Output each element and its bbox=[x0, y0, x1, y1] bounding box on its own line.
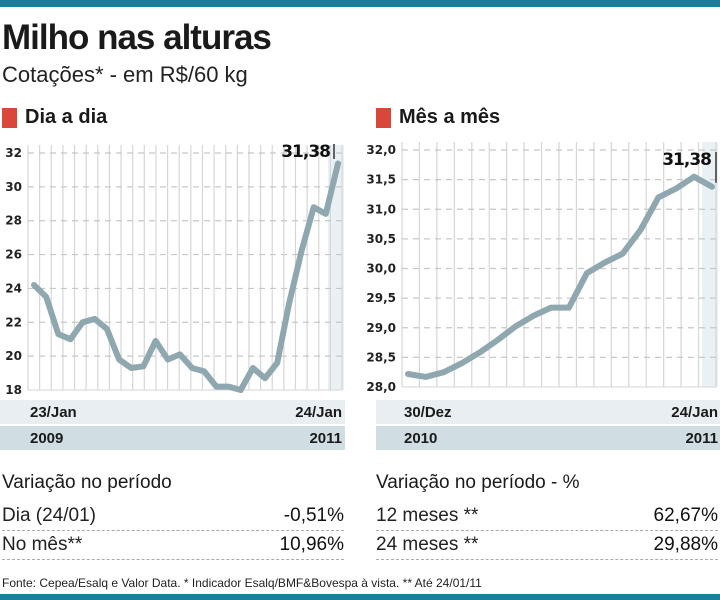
section-header-monthly: Mês a mês bbox=[376, 106, 500, 129]
page-subtitle: Cotações* - em R$/60 kg bbox=[2, 62, 248, 87]
section-marker-icon bbox=[376, 107, 391, 128]
variation-title-right: Variação no período - % bbox=[376, 472, 580, 493]
source-note: Fonte: Cepea/Esalq e Valor Data. * Indic… bbox=[2, 576, 482, 590]
variation-label: 12 meses ** bbox=[376, 505, 479, 526]
section-title-daily: Dia a dia bbox=[25, 106, 108, 128]
x-start-label-monthly: 30/Dez bbox=[404, 404, 452, 421]
y-tick-label: 18 bbox=[5, 383, 22, 397]
bottom-accent-bar bbox=[0, 594, 720, 600]
charts-canvas: 32 30 28 26 24 22 20 18 31,38 32,0 31,5 31,0 30,5 30… bbox=[5, 142, 718, 397]
page-title: Milho nas alturas bbox=[2, 18, 272, 57]
variation-row: 12 meses ** 62,67% bbox=[376, 502, 718, 531]
variation-value: 29,88% bbox=[653, 534, 718, 555]
variation-value: -0,51% bbox=[283, 505, 344, 526]
x-end-label-monthly: 24/Jan bbox=[671, 404, 718, 421]
y-tick-label: 29,5 bbox=[366, 291, 396, 305]
variation-title-left: Variação no período bbox=[2, 472, 172, 493]
y-tick-label: 30 bbox=[5, 180, 22, 194]
y-tick-label: 31,5 bbox=[366, 173, 396, 187]
variation-label: Dia (24/01) bbox=[2, 505, 96, 526]
y-tick-label: 26 bbox=[5, 248, 22, 262]
series-line bbox=[405, 173, 715, 380]
variation-row: No mês** 10,96% bbox=[2, 531, 344, 560]
y-tick-label: 29,0 bbox=[366, 321, 396, 335]
x-axis-band-daily: 23/Jan 24/Jan bbox=[0, 400, 345, 424]
x-start-label-daily: 23/Jan bbox=[30, 404, 77, 421]
variation-value: 62,67% bbox=[653, 505, 718, 526]
latest-highlight-column bbox=[328, 145, 344, 390]
x-axis-band-monthly: 30/Dez 24/Jan bbox=[376, 400, 720, 424]
y-tick-label: 20 bbox=[5, 349, 22, 363]
chart-daily: 32 30 28 26 24 22 20 18 31,38 bbox=[5, 142, 344, 397]
variation-label: 24 meses ** bbox=[376, 534, 479, 555]
section-header-daily: Dia a dia bbox=[2, 106, 107, 129]
chart-monthly: 32,0 31,5 31,0 30,5 30,0 29,5 29,0 28,5 28,0 31,3… bbox=[366, 142, 718, 394]
section-marker-icon bbox=[2, 107, 17, 128]
x-end-label-daily: 24/Jan bbox=[295, 404, 342, 421]
y-tick-label: 30,0 bbox=[366, 262, 396, 276]
latest-highlight-column bbox=[702, 142, 718, 387]
y-tick-label: 31,0 bbox=[366, 202, 396, 216]
y-tick-label: 28,5 bbox=[366, 350, 396, 364]
latest-value-annotation: 31,38 bbox=[662, 150, 711, 170]
x-start-year-daily: 2009 bbox=[30, 430, 64, 447]
y-tick-label: 32,0 bbox=[366, 143, 396, 157]
y-tick-label: 32 bbox=[5, 146, 22, 160]
section-title-monthly: Mês a mês bbox=[399, 106, 501, 128]
y-tick-label: 28 bbox=[5, 214, 22, 228]
year-band-monthly: 2010 2011 bbox=[376, 426, 720, 450]
variation-row: 24 meses ** 29,88% bbox=[376, 531, 718, 560]
y-tick-label: 24 bbox=[5, 281, 22, 295]
y-tick-label: 30,5 bbox=[366, 232, 396, 246]
y-tick-label: 28,0 bbox=[366, 380, 396, 394]
variation-value: 10,96% bbox=[279, 534, 344, 555]
x-start-year-monthly: 2010 bbox=[404, 430, 438, 447]
year-band-daily: 2009 2011 bbox=[0, 426, 345, 450]
x-end-year-daily: 2011 bbox=[309, 430, 342, 447]
top-accent-bar bbox=[0, 0, 720, 7]
x-end-year-monthly: 2011 bbox=[685, 430, 718, 447]
latest-value-annotation: 31,38 bbox=[281, 142, 330, 162]
variation-label: No mês** bbox=[2, 534, 83, 555]
variation-row: Dia (24/01) -0,51% bbox=[2, 502, 344, 531]
series-line bbox=[31, 160, 341, 393]
y-tick-label: 22 bbox=[5, 315, 22, 329]
